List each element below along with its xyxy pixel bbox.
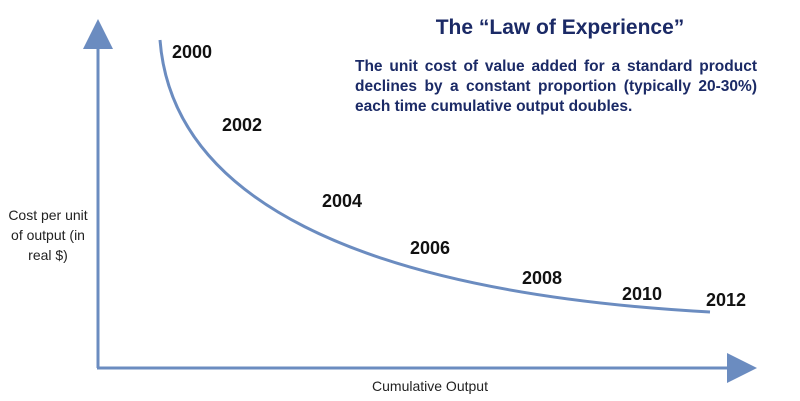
description: The unit cost of value added for a stand… (355, 58, 757, 115)
year-label-2002: 2002 (222, 115, 263, 135)
y-axis-label: Cost per unit of output (in real $) (8, 207, 88, 263)
x-axis-label: Cumulative Output (372, 378, 488, 394)
year-label-2012: 2012 (706, 290, 747, 310)
year-label-2000: 2000 (172, 42, 213, 62)
year-label-2006: 2006 (410, 238, 451, 258)
year-label-2010: 2010 (622, 284, 663, 304)
experience-curve (158, 39, 711, 314)
year-label-2004: 2004 (322, 191, 363, 211)
year-label-2008: 2008 (522, 268, 563, 288)
title: The “Law of Experience” (435, 16, 685, 39)
